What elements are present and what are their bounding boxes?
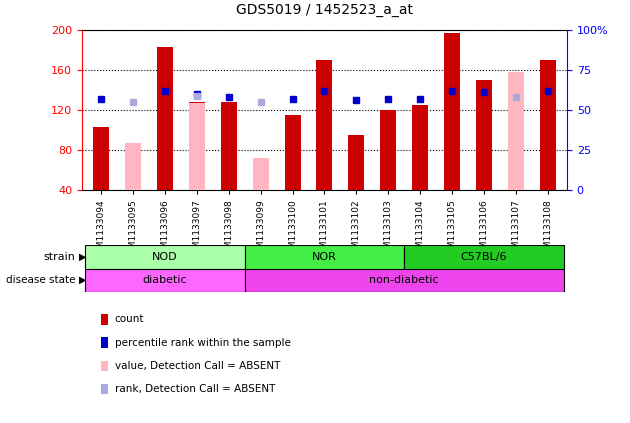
- Text: ▶: ▶: [79, 275, 86, 285]
- Bar: [444, 33, 460, 190]
- Text: ▶: ▶: [79, 252, 86, 262]
- Text: GDS5019 / 1452523_a_at: GDS5019 / 1452523_a_at: [236, 3, 413, 17]
- Bar: [285, 115, 301, 190]
- Text: NOR: NOR: [312, 252, 337, 262]
- Bar: [189, 102, 205, 190]
- Bar: [244, 245, 404, 269]
- Bar: [85, 245, 244, 269]
- Bar: [93, 127, 109, 190]
- Bar: [412, 105, 428, 190]
- Text: rank, Detection Call = ABSENT: rank, Detection Call = ABSENT: [115, 384, 275, 394]
- Bar: [381, 110, 396, 190]
- Bar: [476, 80, 492, 190]
- Text: percentile rank within the sample: percentile rank within the sample: [115, 338, 290, 348]
- Bar: [348, 135, 364, 190]
- Text: value, Detection Call = ABSENT: value, Detection Call = ABSENT: [115, 361, 280, 371]
- Text: C57BL/6: C57BL/6: [461, 252, 507, 262]
- Text: disease state: disease state: [6, 275, 76, 285]
- Text: diabetic: diabetic: [142, 275, 187, 285]
- Text: NOD: NOD: [152, 252, 178, 262]
- Bar: [157, 47, 173, 190]
- Bar: [85, 269, 244, 292]
- Bar: [220, 102, 237, 190]
- Bar: [244, 269, 564, 292]
- Text: strain: strain: [43, 252, 76, 262]
- Bar: [316, 60, 333, 190]
- Bar: [404, 245, 564, 269]
- Bar: [253, 158, 268, 190]
- Text: non-diabetic: non-diabetic: [369, 275, 439, 285]
- Bar: [540, 60, 556, 190]
- Bar: [189, 103, 205, 190]
- Text: count: count: [115, 314, 144, 324]
- Bar: [125, 143, 141, 190]
- Bar: [508, 72, 524, 190]
